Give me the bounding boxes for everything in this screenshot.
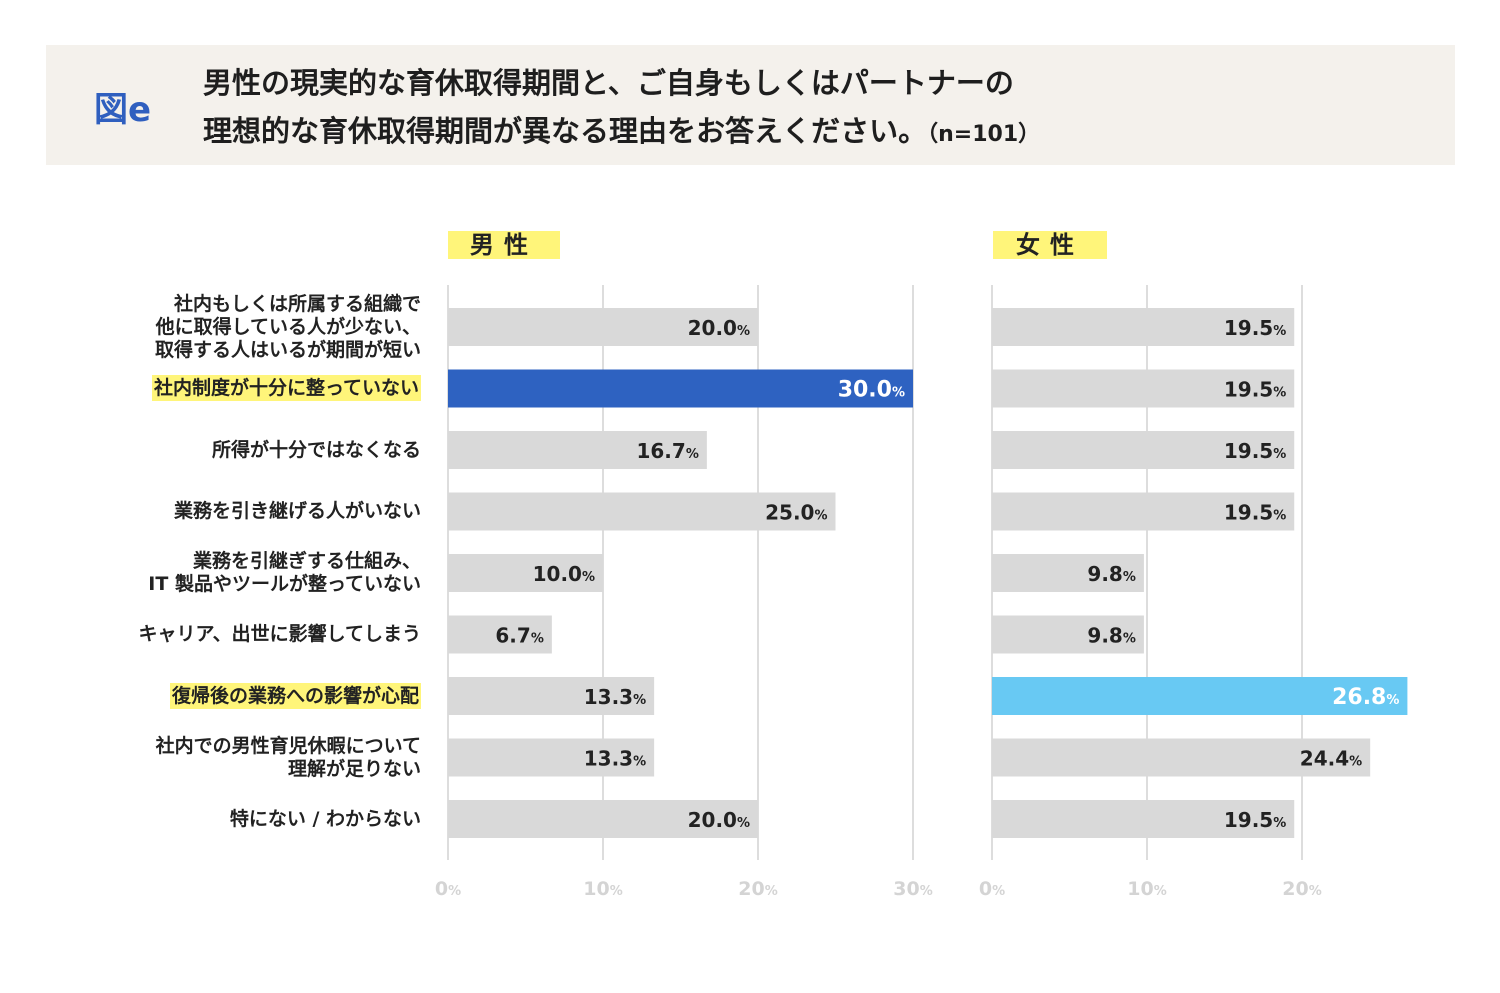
category-label: 業務を引継ぎする仕組み、 IT 製品やツールが整っていない — [148, 550, 421, 595]
bar — [992, 369, 1295, 408]
bar — [992, 738, 1371, 777]
category-label: 特にない / わからない — [229, 807, 421, 830]
bar — [448, 615, 552, 654]
panel-title-female: 女性 — [993, 231, 1107, 259]
bar — [448, 554, 603, 592]
title-banner — [46, 45, 1455, 165]
chart-title-line1: 男性の現実的な育休取得期間と、ご自身もしくはパートナーの — [203, 66, 1014, 100]
data-label: 19.5% — [1224, 316, 1286, 340]
bar — [992, 308, 1295, 346]
x-tick-label: 0% — [979, 878, 1005, 900]
sample-size: （n=101） — [927, 122, 1041, 147]
category-label: 所得が十分ではなくなる — [211, 438, 421, 461]
category-label: 社内制度が十分に整っていない — [151, 375, 421, 401]
bar — [448, 800, 758, 838]
data-label: 20.0% — [688, 808, 750, 832]
bar — [448, 431, 707, 469]
bar — [992, 615, 1144, 654]
panel-title-male: 男性 — [448, 231, 560, 259]
bar — [448, 677, 655, 715]
bar — [992, 800, 1295, 838]
x-tick-label: 10% — [1127, 878, 1166, 900]
category-label: 復帰後の業務への影響が心配 — [169, 682, 421, 709]
category-label: 業務を引き継げる人がいない — [173, 500, 421, 522]
bar — [448, 492, 836, 531]
x-tick-label: 0% — [435, 878, 461, 900]
chart-title-line2: 理想的な育休取得期間が異なる理由をお答えください。（n=101） — [203, 108, 1040, 150]
category-label: キャリア、出世に影響してしまう — [138, 623, 421, 645]
bar — [992, 431, 1295, 469]
x-tick-label: 30% — [893, 878, 932, 900]
chart-title-line2-text: 理想的な育休取得期間が異なる理由をお答えください。 — [203, 114, 928, 148]
bar — [448, 369, 913, 408]
bar — [992, 554, 1144, 592]
x-tick-label: 10% — [583, 878, 622, 900]
x-tick-label: 20% — [1282, 878, 1321, 900]
bar — [992, 677, 1408, 715]
x-tick-label: 20% — [738, 878, 777, 900]
category-label: 社内での男性育児休暇について 理解が足りない — [155, 734, 421, 780]
figure-label: 図e — [94, 90, 152, 130]
data-label: 13.3% — [584, 685, 646, 709]
bar — [448, 308, 758, 346]
bar — [992, 492, 1295, 531]
category-label: 社内もしくは所属する組織で 他に取得している人が少ない、 取得する人はいるが期間が短… — [154, 292, 421, 361]
bar — [448, 738, 655, 777]
